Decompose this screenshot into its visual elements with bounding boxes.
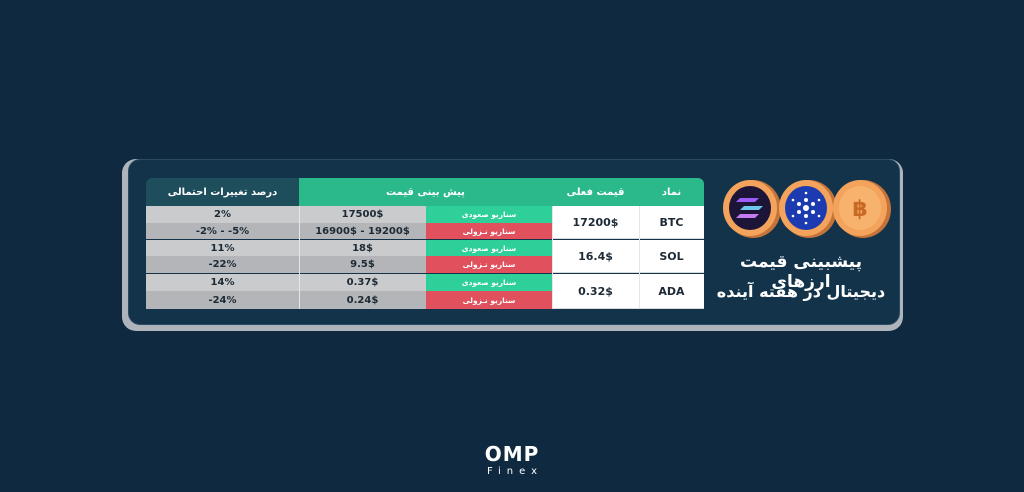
sol-price: 16.4$ <box>552 240 639 273</box>
header-forecast: پیش بینی قیمت <box>299 178 552 206</box>
title-line-1: پیشبینی قیمت ارزهای <box>739 252 863 292</box>
sol-down-forecast: 9.5$ <box>299 256 426 273</box>
btc-price: 17200$ <box>552 206 639 239</box>
sol-up-forecast: 18$ <box>299 240 426 256</box>
sol-scenario-down: سناریو نـزولی <box>426 256 552 273</box>
btc-down-forecast: 16900$ - 19200$ <box>299 223 426 239</box>
ada-up-forecast: 0.37$ <box>299 274 426 291</box>
btc-symbol: BTC <box>639 206 704 239</box>
header-current-price: قیمت فعلی <box>552 178 639 206</box>
sol-down-change: -22% <box>146 256 299 273</box>
solana-icon <box>723 180 781 238</box>
ada-up-change: 14% <box>146 274 299 291</box>
column-divider <box>299 206 300 309</box>
btc-scenario-down: سناریو نـزولی <box>426 223 552 239</box>
btc-up-change: 2% <box>146 206 299 223</box>
column-divider <box>639 206 640 309</box>
sol-symbol: SOL <box>639 240 704 273</box>
ada-down-forecast: 0.24$ <box>299 291 426 309</box>
ada-scenario-down: سناریو نـزولی <box>426 291 552 309</box>
ada-price: 0.32$ <box>552 274 639 309</box>
header-symbol: نماد <box>639 178 704 206</box>
bitcoin-icon: ฿ <box>833 180 891 238</box>
btc-up-forecast: 17500$ <box>299 206 426 223</box>
omp-logo-sub: Finex <box>486 466 544 477</box>
svg-text:฿: ฿ <box>852 197 867 222</box>
ada-symbol: ADA <box>639 274 704 309</box>
column-divider <box>552 206 553 309</box>
cardano-icon <box>779 180 837 238</box>
title-line-2: دیجیتال در هفته آینده <box>716 282 886 301</box>
btc-down-change: -2% - -5% <box>146 223 299 239</box>
btc-scenario-up: سناریو صعودی <box>426 206 552 223</box>
omp-logo: OMP <box>484 442 540 466</box>
sol-up-change: 11% <box>146 240 299 256</box>
sol-scenario-up: سناریو صعودی <box>426 240 552 256</box>
header-change: درصد تغییرات احتمالی <box>146 178 299 206</box>
ada-scenario-up: سناریو صعودی <box>426 274 552 291</box>
forecast-table: درصد تغییرات احتمالی پیش بینی قیمت قیمت … <box>146 178 704 309</box>
ada-down-change: -24% <box>146 291 299 309</box>
